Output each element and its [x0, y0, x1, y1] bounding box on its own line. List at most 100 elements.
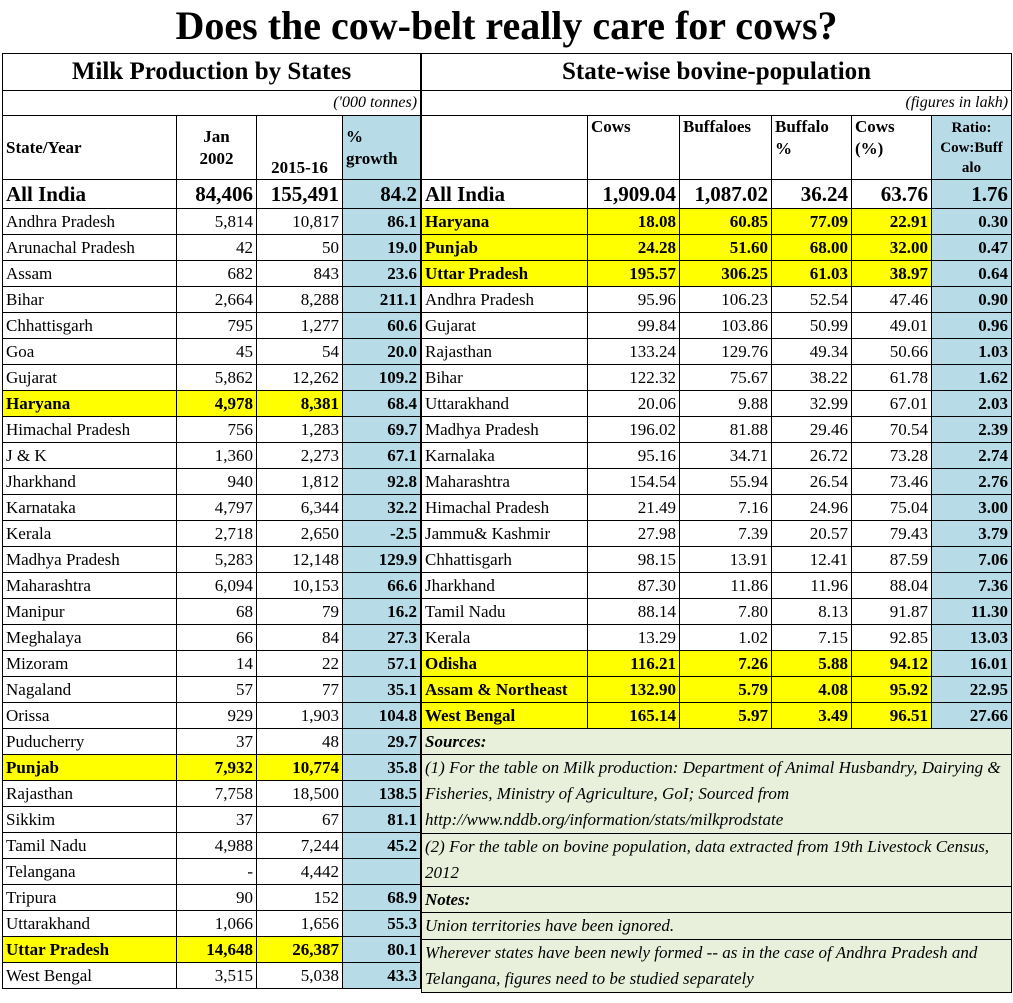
row-2002: - — [176, 858, 257, 885]
row-buffalo-pct: 50.99 — [771, 312, 852, 339]
row-2016: 18,500 — [256, 780, 343, 807]
row-2002: 4,978 — [176, 390, 257, 417]
row-2016: 84 — [256, 624, 343, 651]
col-header-cows-pct: Cows (%) — [851, 115, 932, 180]
row-growth: 138.5 — [341, 780, 422, 807]
row-growth: 92.8 — [341, 468, 422, 495]
note-2: Wherever states have been newly formed -… — [420, 939, 1013, 993]
row-ratio: 1.03 — [930, 338, 1013, 365]
row-2002: 756 — [176, 416, 257, 443]
row-ratio: 0.30 — [930, 208, 1013, 235]
row-cows: 99.84 — [587, 312, 680, 339]
row-cows-pct: 79.43 — [851, 520, 932, 547]
milk-table-row: Himachal Pradesh 756 1,283 69.7 — [2, 416, 422, 443]
row-cows: 21.49 — [587, 494, 680, 521]
row-2002: 4,988 — [176, 832, 257, 859]
row-buffaloes: 5.79 — [679, 676, 772, 703]
col-header-2016: 2015-16 — [256, 115, 343, 180]
row-state: Gujarat — [2, 364, 177, 391]
row-state: All India — [2, 179, 177, 209]
milk-table-row: Rajasthan 7,758 18,500 138.5 — [2, 780, 422, 807]
row-growth: 80.1 — [341, 936, 422, 963]
row-ratio: 1.62 — [930, 364, 1013, 391]
row-2016: 8,381 — [256, 390, 343, 417]
row-2016: 26,387 — [256, 936, 343, 963]
row-2002: 795 — [176, 312, 257, 339]
row-cows: 196.02 — [587, 416, 680, 443]
row-growth: 104.8 — [341, 702, 422, 729]
bovine-table-row: Uttarakhand 20.06 9.88 32.99 67.01 2.03 — [421, 390, 1013, 417]
row-buffalo-pct: 20.57 — [771, 520, 852, 547]
milk-table-row: Meghalaya 66 84 27.3 — [2, 624, 422, 651]
row-state: Puducherry — [2, 728, 177, 755]
row-2016: 1,812 — [256, 468, 343, 495]
row-state: Manipur — [2, 598, 177, 625]
row-cows: 20.06 — [587, 390, 680, 417]
row-ratio: 2.74 — [930, 442, 1013, 469]
row-2016: 10,153 — [256, 572, 343, 599]
row-ratio: 16.01 — [930, 650, 1013, 677]
row-state: Assam & Northeast — [421, 676, 588, 703]
row-growth: 211.1 — [341, 286, 422, 313]
milk-table-row: Sikkim 37 67 81.1 — [2, 806, 422, 833]
row-state: Uttarakhand — [2, 910, 177, 937]
row-ratio: 22.95 — [930, 676, 1013, 703]
row-cows-pct: 92.85 — [851, 624, 932, 651]
bovine-table-row: Madhya Pradesh 196.02 81.88 29.46 70.54 2.39 — [421, 416, 1013, 443]
row-2016: 843 — [256, 260, 343, 287]
row-growth: -2.5 — [341, 520, 422, 547]
row-buffaloes: 7.80 — [679, 598, 772, 625]
milk-table-row: West Bengal 3,515 5,038 43.3 — [2, 962, 422, 989]
row-buffalo-pct: 61.03 — [771, 260, 852, 287]
row-ratio: 2.39 — [930, 416, 1013, 443]
row-state: Odisha — [421, 650, 588, 677]
row-growth: 43.3 — [341, 962, 422, 989]
bovine-population-table: State-wise bovine-population (figures in… — [420, 53, 1013, 993]
row-state: Maharashtra — [421, 468, 588, 495]
bovine-table-row: Himachal Pradesh 21.49 7.16 24.96 75.04 3.00 — [421, 494, 1013, 521]
row-growth: 55.3 — [341, 910, 422, 937]
row-2016: 155,491 — [256, 179, 343, 209]
row-cows-pct: 47.46 — [851, 286, 932, 313]
row-2002: 5,862 — [176, 364, 257, 391]
bovine-table-row: Maharashtra 154.54 55.94 26.54 73.46 2.76 — [421, 468, 1013, 495]
row-2002: 84,406 — [176, 179, 257, 209]
row-2016: 48 — [256, 728, 343, 755]
row-state: Punjab — [421, 234, 588, 261]
bovine-table-row: Assam & Northeast 132.90 5.79 4.08 95.92 22.9… — [421, 676, 1013, 703]
row-buffalo-pct: 52.54 — [771, 286, 852, 313]
row-2002: 682 — [176, 260, 257, 287]
milk-table-row: Chhattisgarh 795 1,277 60.6 — [2, 312, 422, 339]
row-2016: 54 — [256, 338, 343, 365]
row-2002: 3,515 — [176, 962, 257, 989]
row-2016: 152 — [256, 884, 343, 911]
row-growth: 69.7 — [341, 416, 422, 443]
row-buffalo-pct: 7.15 — [771, 624, 852, 651]
row-buffalo-pct: 29.46 — [771, 416, 852, 443]
row-cows: 98.15 — [587, 546, 680, 573]
row-2002: 14 — [176, 650, 257, 677]
bovine-table-row: Chhattisgarh 98.15 13.91 12.41 87.59 7.06 — [421, 546, 1013, 573]
milk-table-row: Karnataka 4,797 6,344 32.2 — [2, 494, 422, 521]
row-cows-pct: 63.76 — [851, 179, 932, 209]
milk-table-row: J & K 1,360 2,273 67.1 — [2, 442, 422, 469]
row-2002: 14,648 — [176, 936, 257, 963]
col-header-ratio: Ratio: Cow:Buff alo — [930, 115, 1013, 180]
row-ratio: 0.90 — [930, 286, 1013, 313]
row-state: West Bengal — [421, 702, 588, 729]
row-cows: 27.98 — [587, 520, 680, 547]
row-cows-pct: 38.97 — [851, 260, 932, 287]
row-state: Madhya Pradesh — [2, 546, 177, 573]
milk-table-row: Haryana 4,978 8,381 68.4 — [2, 390, 422, 417]
row-cows-pct: 73.28 — [851, 442, 932, 469]
row-buffaloes: 11.86 — [679, 572, 772, 599]
milk-table-row: Orissa 929 1,903 104.8 — [2, 702, 422, 729]
row-cows: 1,909.04 — [587, 179, 680, 209]
row-growth: 23.6 — [341, 260, 422, 287]
bovine-heading: State-wise bovine-population — [420, 53, 1013, 91]
row-cows: 165.14 — [587, 702, 680, 729]
row-2002: 57 — [176, 676, 257, 703]
row-2016: 12,262 — [256, 364, 343, 391]
row-buffaloes: 75.67 — [679, 364, 772, 391]
milk-table-row: Arunachal Pradesh 42 50 19.0 — [2, 234, 422, 261]
